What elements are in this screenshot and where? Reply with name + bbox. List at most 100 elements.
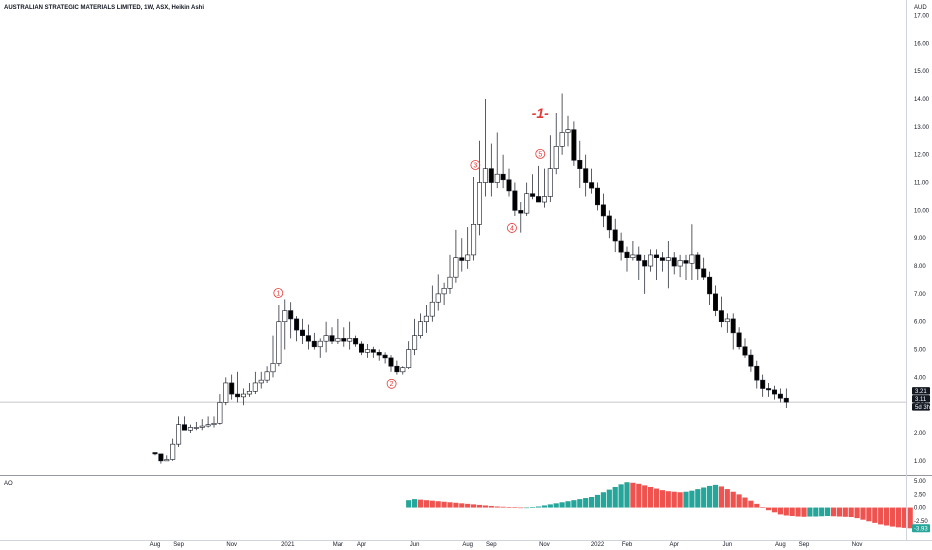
candle-body bbox=[577, 159, 583, 169]
candle-body bbox=[695, 254, 701, 270]
candle-body bbox=[494, 173, 500, 183]
wave-label: 5 bbox=[538, 151, 542, 158]
candle-body bbox=[417, 321, 423, 336]
ao-bar bbox=[583, 498, 589, 508]
ao-bar bbox=[630, 482, 636, 508]
ao-bar bbox=[600, 492, 606, 508]
ao-bar bbox=[836, 507, 842, 517]
ao-bar bbox=[707, 485, 713, 508]
ao-bar bbox=[677, 492, 683, 508]
ao-bar bbox=[547, 504, 553, 508]
candle-body bbox=[671, 257, 677, 267]
ao-bar bbox=[594, 494, 601, 508]
price-axis-tick: 11.00 bbox=[914, 181, 929, 187]
candle-body bbox=[777, 393, 783, 399]
ao-bar bbox=[771, 507, 778, 513]
candle-body bbox=[636, 254, 642, 261]
candle-body bbox=[701, 268, 707, 278]
candle-body bbox=[447, 276, 453, 289]
candle-body bbox=[199, 425, 205, 428]
candle-body bbox=[465, 254, 471, 261]
wave-circle bbox=[470, 160, 481, 170]
time-axis-tick: Nov bbox=[852, 542, 863, 548]
ao-bar bbox=[648, 486, 654, 508]
candle-body bbox=[760, 379, 766, 389]
candle-body bbox=[459, 257, 465, 261]
candle-body bbox=[500, 173, 506, 181]
ao-bar bbox=[748, 500, 754, 508]
chart-title: AUSTRALIAN STRATEGIC MATERIALS LIMITED, … bbox=[4, 5, 205, 11]
ao-bar bbox=[577, 499, 583, 508]
time-axis-tick: Sep bbox=[486, 542, 497, 548]
candle-body bbox=[677, 260, 683, 267]
candle-body bbox=[648, 254, 654, 267]
candle-body bbox=[707, 276, 713, 295]
ao-bar bbox=[488, 505, 494, 508]
candle-body bbox=[518, 210, 524, 214]
ao-bar bbox=[872, 507, 878, 523]
candle-body bbox=[441, 288, 447, 295]
candle-body bbox=[229, 382, 235, 395]
ao-bar bbox=[736, 494, 742, 508]
ao-bar bbox=[506, 507, 512, 508]
wave-label: 1 bbox=[276, 290, 280, 297]
candle-body bbox=[158, 453, 164, 462]
ao-bar bbox=[512, 507, 518, 508]
price-axis-tick: 16.00 bbox=[914, 41, 930, 47]
ao-badge bbox=[912, 524, 930, 533]
ao-bar bbox=[659, 490, 665, 508]
candle-body bbox=[724, 318, 730, 323]
ao-bar bbox=[860, 507, 866, 520]
ao-bar bbox=[417, 499, 424, 508]
candle-body bbox=[406, 349, 412, 368]
price-axis-tick: 4.00 bbox=[914, 375, 926, 381]
candle-body bbox=[353, 338, 359, 345]
ao-bar bbox=[813, 507, 819, 517]
candle-body bbox=[382, 354, 388, 359]
time-axis-tick: Sep bbox=[173, 542, 184, 548]
ao-bar bbox=[801, 507, 807, 517]
candle-body bbox=[205, 424, 211, 427]
price-axis-tick: 17.00 bbox=[914, 14, 930, 20]
candle-body bbox=[453, 257, 459, 278]
ao-bar bbox=[589, 497, 595, 508]
candle-body bbox=[766, 388, 772, 391]
candle-body bbox=[252, 382, 258, 392]
ao-bar bbox=[571, 500, 577, 508]
candle-body bbox=[329, 335, 335, 342]
candle-body bbox=[423, 315, 429, 323]
candle-body bbox=[364, 349, 370, 353]
candle-body bbox=[311, 340, 317, 348]
ao-badge-text: -3.93 bbox=[914, 526, 928, 532]
candle-body bbox=[689, 254, 695, 264]
candle-body bbox=[624, 251, 630, 258]
oscillator-label: AO bbox=[4, 481, 13, 487]
candle-body bbox=[305, 335, 311, 342]
ao-axis-tick: 0.00 bbox=[914, 506, 926, 512]
price-axis-tick: 12.00 bbox=[914, 153, 930, 159]
wave-label: 2 bbox=[390, 381, 394, 388]
wave-label: 3 bbox=[473, 162, 477, 169]
ao-bar bbox=[459, 503, 465, 508]
candle-body bbox=[541, 196, 547, 203]
candle-body bbox=[612, 229, 618, 242]
ao-bar bbox=[535, 506, 542, 508]
candle-body bbox=[559, 132, 565, 147]
candle-body bbox=[482, 168, 488, 183]
candle-body bbox=[164, 459, 170, 462]
candle-body bbox=[429, 301, 435, 317]
time-axis-tick: Feb bbox=[622, 542, 633, 548]
ao-bar bbox=[435, 501, 441, 508]
time-axis-tick: Apr bbox=[670, 542, 679, 548]
candle-body bbox=[730, 318, 736, 334]
wave-circle bbox=[507, 223, 517, 233]
ao-bar bbox=[482, 505, 488, 508]
price-axis-tick: 15.00 bbox=[914, 69, 930, 75]
ao-bar bbox=[742, 497, 748, 508]
candle-body bbox=[370, 349, 376, 353]
candle-body bbox=[246, 390, 252, 395]
ao-bar bbox=[423, 500, 429, 508]
candle-body bbox=[712, 293, 718, 311]
candle-body bbox=[170, 443, 176, 460]
